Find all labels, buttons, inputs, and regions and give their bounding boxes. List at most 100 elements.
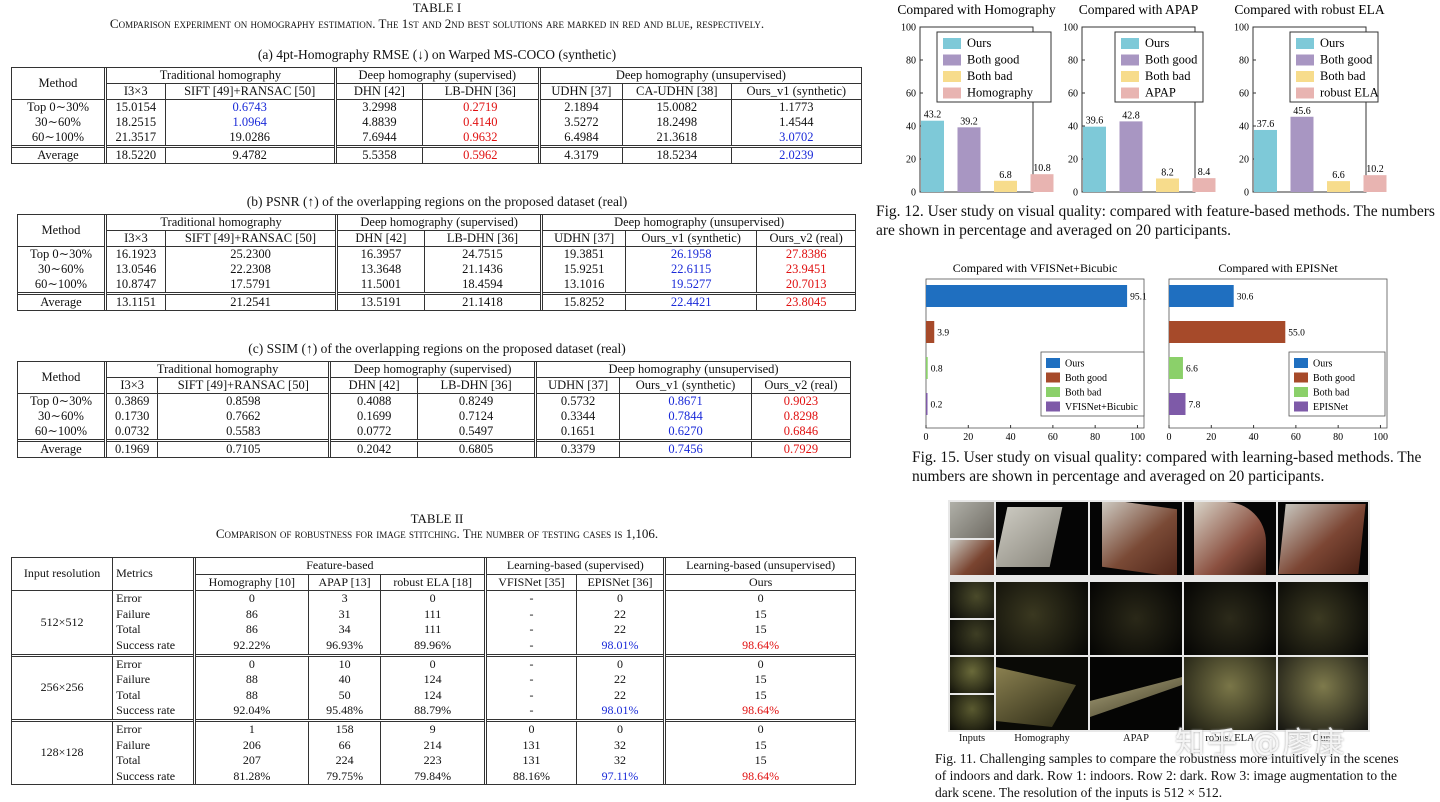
input-image — [950, 620, 994, 655]
group-header: Learning-based (supervised) — [484, 558, 665, 575]
table-row: Total 86 34 111-22 15 — [12, 622, 855, 638]
cell: 223 — [379, 753, 486, 769]
cell: 2.1894 — [537, 99, 623, 115]
table-row: Top 0∼30% 15.0154 0.6743 3.2998 0.2719 2.1894… — [12, 99, 861, 115]
table-row: Failure 86 31 111-22 15 — [12, 606, 855, 623]
cell: 21.1436 — [423, 262, 542, 277]
metric-label: Error — [112, 655, 195, 673]
cell: 22.4421 — [624, 293, 757, 310]
y-tick-label: 80 — [1239, 56, 1249, 67]
cell: 88 — [192, 672, 309, 688]
column-header-row: I3×3 SIFT [49]+RANSAC [50] DHN [42] LB-DHN … — [18, 230, 855, 247]
row-label: Average — [40, 442, 82, 456]
legend-label: EPISNet — [1313, 402, 1348, 413]
table-row: 60∼100% 0.0732 0.5583 0.0772 0.5497 0.1651 0.6… — [18, 424, 850, 441]
bar — [1192, 178, 1216, 192]
table1a-title: (a) 4pt-Homography RMSE (↓) on Warped MS… — [257, 47, 617, 62]
cell: 2.0239 — [730, 146, 861, 163]
y-tick-label: 100 — [1234, 23, 1249, 34]
legend-swatch — [1046, 387, 1060, 397]
column-header: EPISNet [36] — [575, 574, 665, 591]
cell: 0.8249 — [417, 393, 536, 409]
data-label: 95.1 — [1130, 293, 1147, 303]
cell: 18.4594 — [423, 277, 542, 294]
cell: 21.2541 — [164, 293, 337, 310]
column-header: I3×3 — [104, 83, 166, 100]
cell: 111 — [379, 606, 486, 623]
cell: 24.7515 — [423, 246, 542, 262]
data-label: 8.2 — [1161, 167, 1174, 178]
bar — [1363, 175, 1387, 192]
legend-swatch — [1046, 358, 1060, 368]
cell: - — [484, 637, 577, 656]
table2-caption: Comparison of robustness for image stitc… — [215, 526, 659, 541]
row-label: Average — [37, 148, 79, 162]
column-header: Ours_v1 (synthetic) — [730, 83, 861, 100]
metric-label: Total — [112, 753, 195, 769]
cell: 0.0732 — [103, 424, 158, 441]
cell: 21.3517 — [104, 130, 166, 147]
cell: 0 — [575, 655, 665, 673]
cell: 98.64% — [663, 768, 855, 785]
column-header: Ours_v1 (synthetic) — [619, 377, 752, 394]
chart-title: Compared with Homography — [897, 2, 1055, 17]
group-header: Deep homography (unsupervised) — [540, 215, 855, 231]
x-tick-label: 0 — [924, 432, 929, 443]
legend-label: Both bad — [1320, 69, 1366, 83]
column-header: VFISNet [35] — [484, 574, 577, 591]
cell: 27.8386 — [756, 246, 855, 262]
bar — [926, 285, 1128, 307]
data-label: 39.6 — [1086, 116, 1104, 127]
row-label: Average — [40, 295, 82, 309]
bar — [1169, 321, 1286, 343]
cell: 1.0964 — [164, 115, 336, 130]
cell: 3.2998 — [333, 99, 423, 115]
bar-chart: Compared with robust ELA 0 20 40 60 80 100 37.6… — [1234, 2, 1387, 199]
cell: 10.8747 — [104, 277, 166, 294]
bar — [1156, 178, 1179, 192]
cell: 92.04% — [192, 703, 309, 721]
input-resolution-header: Input resolution — [12, 558, 113, 592]
data-label: 6.6 — [1186, 365, 1198, 375]
cell: 0 — [575, 720, 665, 738]
cell: 0.2042 — [328, 440, 418, 457]
metric-label: Failure — [112, 672, 195, 688]
robust-ela-result — [1184, 582, 1276, 655]
cell: 20.7013 — [756, 277, 855, 294]
cell: 15.8252 — [540, 293, 626, 310]
cell: 88 — [192, 687, 309, 704]
bar-chart: Compared with APAP 0 20 40 60 80 100 39.6 42.8 8.… — [1063, 2, 1216, 199]
cell: 3.0702 — [730, 130, 861, 147]
x-tick-label: 20 — [1206, 432, 1216, 443]
cell: 0.3344 — [534, 409, 620, 424]
x-tick-label: 0 — [1167, 432, 1172, 443]
cell: 15 — [663, 672, 855, 688]
cell: 0.6846 — [750, 424, 850, 441]
ours-result — [1278, 502, 1368, 575]
cell: 0.6743 — [164, 99, 336, 115]
table-row: 60∼100% 10.8747 17.5791 11.5001 18.4594 13.10… — [18, 277, 855, 294]
metric-label: Failure — [112, 606, 195, 623]
cell: 97.11% — [575, 768, 665, 785]
column-header: SIFT [49]+RANSAC [50] — [164, 230, 337, 247]
input-image — [950, 657, 994, 693]
cell: 92.22% — [192, 637, 309, 656]
table1-caption: Comparison experiment on homography esti… — [109, 16, 765, 31]
row-label: 30∼60% — [35, 115, 81, 129]
cell: - — [484, 606, 577, 623]
cell: 5.5358 — [333, 146, 423, 163]
group-header: Learning-based (unsupervised) — [663, 558, 855, 575]
data-label: 3.9 — [937, 329, 949, 339]
legend-label: Both bad — [967, 69, 1013, 83]
legend-label: Ours — [1313, 359, 1333, 370]
table1-title: TABLE I — [412, 0, 462, 15]
cell: - — [484, 622, 577, 638]
cell: 96.93% — [308, 637, 381, 656]
column-header: SIFT [49]+RANSAC [50] — [157, 377, 330, 394]
y-tick-label: 60 — [906, 89, 916, 100]
legend-swatch — [1294, 372, 1308, 383]
cell: 19.5277 — [624, 277, 757, 294]
legend-label: Both good — [1065, 373, 1107, 384]
cell: 0 — [379, 655, 486, 673]
legend-swatch — [943, 71, 961, 82]
